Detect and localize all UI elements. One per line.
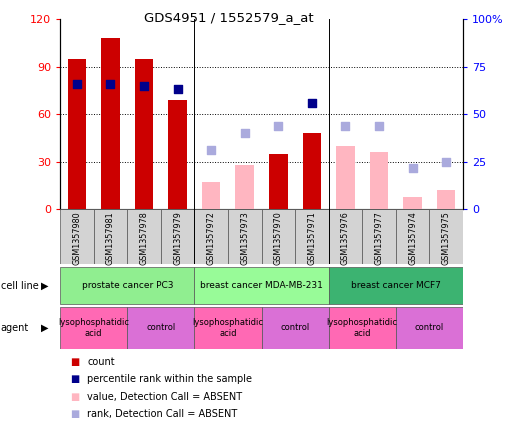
Point — [73, 80, 81, 87]
Bar — [60, 209, 94, 264]
Text: GSM1357980: GSM1357980 — [72, 211, 82, 265]
Point — [375, 122, 383, 129]
Text: lysophosphatidic
acid: lysophosphatidic acid — [58, 318, 129, 338]
Text: percentile rank within the sample: percentile rank within the sample — [87, 374, 252, 385]
Point — [442, 159, 450, 165]
Bar — [195, 267, 328, 304]
Bar — [429, 209, 463, 264]
Text: breast cancer MDA-MB-231: breast cancer MDA-MB-231 — [200, 281, 323, 290]
Text: GSM1357971: GSM1357971 — [308, 211, 316, 265]
Bar — [269, 154, 288, 209]
Text: GSM1357977: GSM1357977 — [374, 211, 383, 265]
Text: breast cancer MCF7: breast cancer MCF7 — [351, 281, 441, 290]
Bar — [328, 209, 362, 264]
Bar — [328, 307, 396, 349]
Text: prostate cancer PC3: prostate cancer PC3 — [82, 281, 173, 290]
Bar — [235, 165, 254, 209]
Point — [207, 147, 215, 154]
Text: cell line: cell line — [1, 280, 38, 291]
Bar — [127, 307, 195, 349]
Text: count: count — [87, 357, 115, 367]
Bar — [362, 209, 396, 264]
Text: GSM1357976: GSM1357976 — [341, 211, 350, 265]
Bar — [202, 182, 220, 209]
Bar — [396, 209, 429, 264]
Text: ■: ■ — [71, 357, 80, 367]
Text: GSM1357974: GSM1357974 — [408, 211, 417, 265]
Text: ■: ■ — [71, 392, 80, 402]
Text: ▶: ▶ — [41, 323, 48, 333]
Bar — [228, 209, 262, 264]
Point — [408, 164, 417, 171]
Bar — [370, 152, 388, 209]
Bar — [336, 146, 355, 209]
Text: agent: agent — [1, 323, 29, 333]
Bar — [60, 307, 127, 349]
Bar — [94, 209, 127, 264]
Bar — [303, 133, 321, 209]
Text: GSM1357970: GSM1357970 — [274, 211, 283, 265]
Text: ■: ■ — [71, 374, 80, 385]
Point — [106, 80, 115, 87]
Point — [341, 122, 349, 129]
Bar — [370, 152, 388, 209]
Bar — [195, 209, 228, 264]
Bar — [67, 59, 86, 209]
Text: rank, Detection Call = ABSENT: rank, Detection Call = ABSENT — [87, 409, 237, 419]
Bar — [262, 307, 328, 349]
Text: GSM1357978: GSM1357978 — [140, 211, 149, 265]
Bar — [161, 209, 195, 264]
Bar — [396, 307, 463, 349]
Text: ▶: ▶ — [41, 280, 48, 291]
Text: GSM1357975: GSM1357975 — [441, 211, 451, 265]
Point — [174, 86, 182, 93]
Bar — [60, 267, 195, 304]
Text: GSM1357973: GSM1357973 — [240, 211, 249, 265]
Bar — [295, 209, 328, 264]
Bar — [135, 59, 153, 209]
Bar — [168, 100, 187, 209]
Bar — [328, 267, 463, 304]
Bar — [262, 209, 295, 264]
Text: control: control — [415, 323, 444, 332]
Text: lysophosphatidic
acid: lysophosphatidic acid — [327, 318, 397, 338]
Bar — [195, 307, 262, 349]
Bar — [127, 209, 161, 264]
Text: ■: ■ — [71, 409, 80, 419]
Bar — [403, 197, 422, 209]
Text: GSM1357972: GSM1357972 — [207, 211, 215, 265]
Text: GSM1357981: GSM1357981 — [106, 211, 115, 265]
Bar — [437, 190, 456, 209]
Point — [274, 122, 282, 129]
Point — [241, 130, 249, 137]
Text: lysophosphatidic
acid: lysophosphatidic acid — [192, 318, 264, 338]
Text: GSM1357979: GSM1357979 — [173, 211, 182, 265]
Text: GDS4951 / 1552579_a_at: GDS4951 / 1552579_a_at — [144, 11, 314, 24]
Point — [308, 99, 316, 106]
Bar — [101, 38, 120, 209]
Text: control: control — [146, 323, 175, 332]
Point — [140, 82, 148, 89]
Text: control: control — [280, 323, 310, 332]
Text: value, Detection Call = ABSENT: value, Detection Call = ABSENT — [87, 392, 243, 402]
